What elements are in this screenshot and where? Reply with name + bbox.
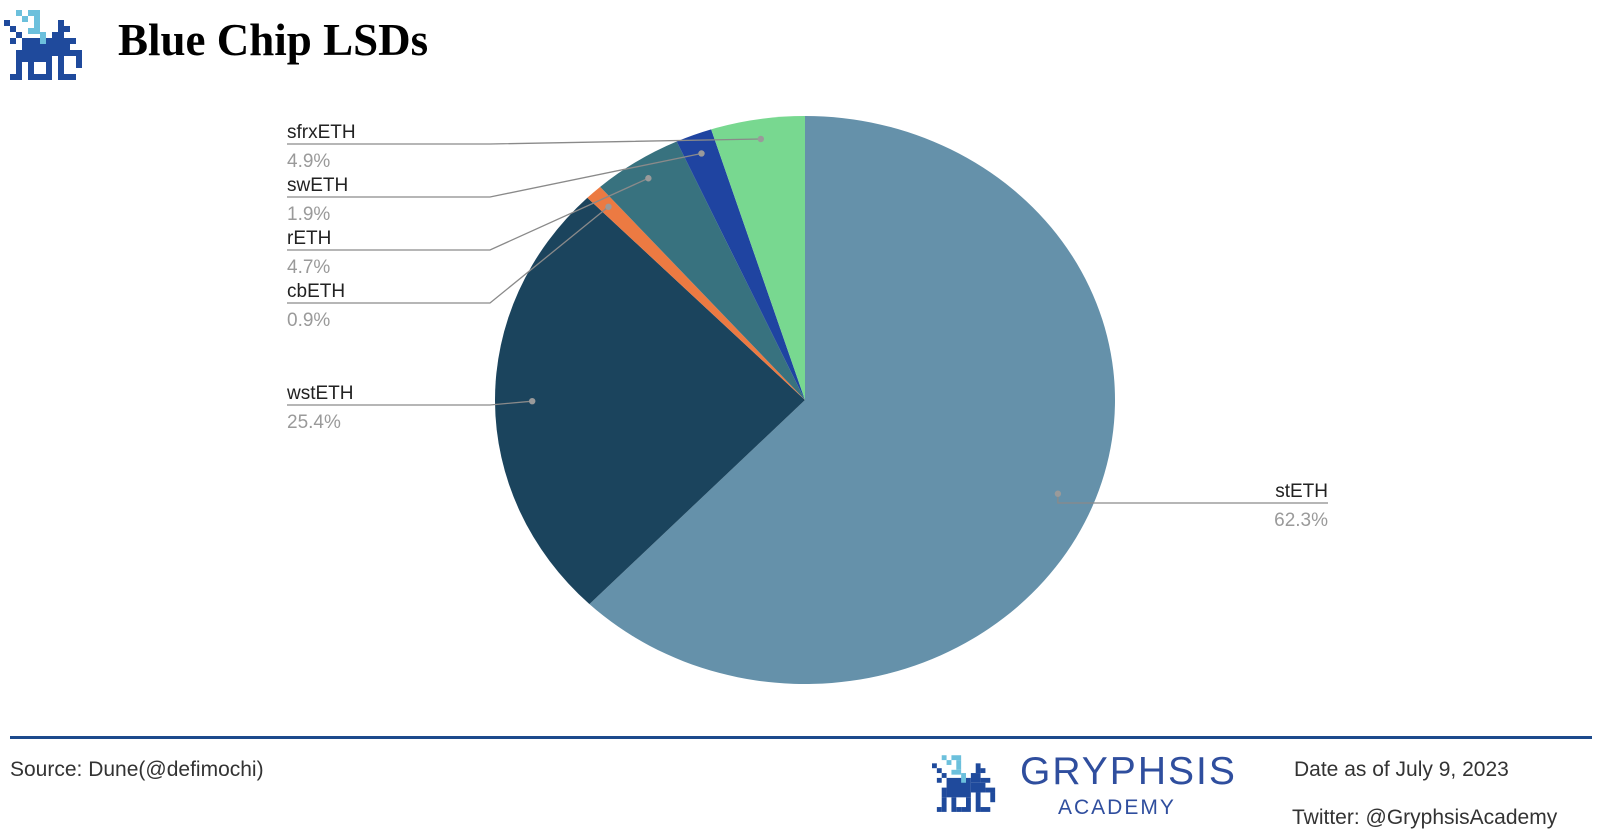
page-title: Blue Chip LSDs <box>118 15 429 65</box>
pie-chart: stETH 62.3% wstETH 25.4% cbETH 0.9% rETH 4.7% sw… <box>286 116 1328 684</box>
slice-label-sfrxETH: sfrxETH <box>287 122 356 143</box>
slice-value-sfrxETH: 4.9% <box>287 151 330 172</box>
slice-value-swETH: 1.9% <box>287 204 330 225</box>
footer-divider <box>10 736 1592 739</box>
slice-label-rETH: rETH <box>287 228 331 249</box>
date-text: Date as of July 9, 2023 <box>1294 758 1509 781</box>
gryphon-logo-icon <box>932 755 996 812</box>
leader-line-wstETH <box>287 400 533 406</box>
slice-value-wstETH: 25.4% <box>287 412 341 433</box>
leader-dot-cbETH <box>605 203 612 210</box>
slice-value-rETH: 4.7% <box>287 257 330 278</box>
pie-slice-rETH <box>600 141 805 401</box>
slice-value-cbETH: 0.9% <box>287 310 330 331</box>
pie-slice-swETH <box>676 129 805 401</box>
brand-subtitle: ACADEMY <box>1058 796 1176 819</box>
leader-dot-stETH <box>1054 490 1062 497</box>
source-text: Source: Dune(@defimochi) <box>10 758 264 781</box>
pie-slice-stETH <box>589 116 1115 684</box>
slice-label-cbETH: cbETH <box>287 281 345 302</box>
slice-label-swETH: swETH <box>287 175 348 196</box>
leader-line-cbETH <box>287 206 609 304</box>
leader-dot-swETH <box>698 150 705 157</box>
pie-slice-wstETH <box>494 197 805 605</box>
pie-slice-sfrxETH <box>711 116 805 400</box>
leader-dot-wstETH <box>529 397 536 405</box>
leader-line-sfrxETH <box>287 138 761 145</box>
leader-dot-rETH <box>645 175 652 182</box>
leader-line-rETH <box>287 177 649 251</box>
brand-name: GRYPHSIS <box>1020 750 1237 793</box>
gryphon-logo-icon <box>4 10 82 80</box>
twitter-handle: Twitter: @GryphsisAcademy <box>1292 806 1558 829</box>
leader-line-swETH <box>287 152 702 198</box>
slice-value-stETH: 62.3% <box>1274 510 1328 531</box>
slice-label-wstETH: wstETH <box>286 383 354 404</box>
pie-slice-cbETH <box>587 186 805 400</box>
leader-dot-sfrxETH <box>757 135 765 143</box>
slice-label-stETH: stETH <box>1275 481 1328 502</box>
